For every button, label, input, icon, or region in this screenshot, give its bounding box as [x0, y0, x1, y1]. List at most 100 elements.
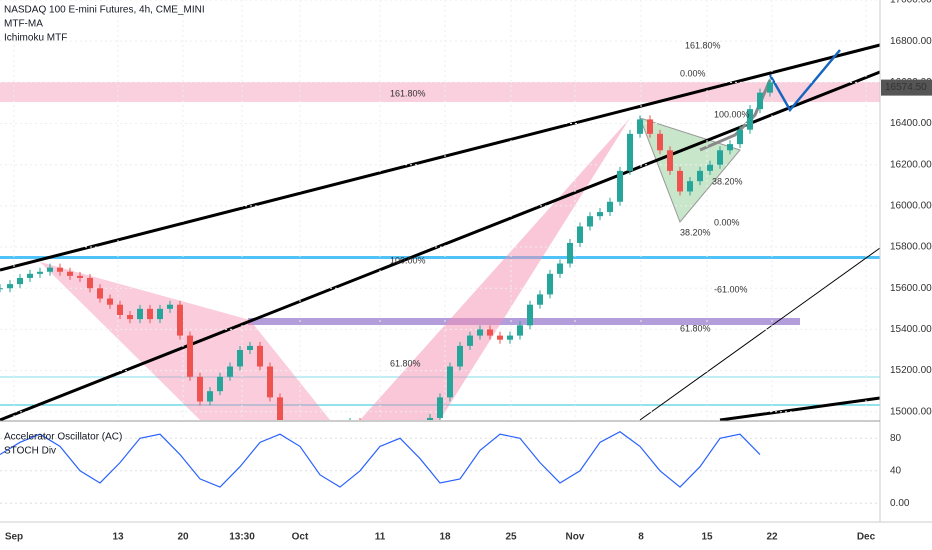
x-tick-label: Nov — [566, 532, 585, 543]
candle — [207, 391, 213, 402]
x-tick-label: 22 — [766, 532, 778, 543]
candle — [657, 133, 663, 151]
candle — [507, 335, 513, 340]
candle — [627, 133, 633, 171]
candle — [447, 366, 453, 398]
y-tick-label: 15000.00 — [890, 406, 932, 417]
candle — [667, 150, 673, 171]
candle — [167, 304, 173, 309]
candle — [197, 376, 203, 402]
candle — [407, 432, 413, 438]
x-tick-label: 13 — [112, 532, 124, 543]
candle — [247, 345, 253, 350]
candle — [607, 201, 613, 213]
candle — [757, 92, 763, 110]
candle — [457, 345, 463, 367]
y-tick-label: 15600.00 — [890, 283, 932, 294]
x-tick-label: 20 — [177, 532, 189, 543]
candle — [97, 288, 103, 299]
candle — [347, 422, 353, 428]
last-price-tag — [881, 79, 932, 96]
y-tick-label: 16400.00 — [890, 118, 932, 129]
fib-label: 100.00% — [714, 109, 750, 119]
candle — [587, 216, 593, 227]
y-tick-label: 0.00 — [890, 498, 910, 509]
candle — [287, 428, 293, 447]
x-tick-label: Dec — [857, 532, 876, 543]
candle — [727, 144, 733, 151]
candle — [367, 439, 373, 447]
candle — [77, 275, 83, 278]
x-tick-label: 25 — [505, 532, 517, 543]
candle — [517, 325, 523, 336]
fib-label: 161.80% — [390, 88, 426, 98]
candle — [177, 304, 183, 336]
candle — [237, 350, 243, 367]
candle — [487, 329, 493, 336]
candle — [687, 181, 693, 192]
candle — [107, 298, 113, 305]
fib-label: 100.00% — [390, 255, 426, 265]
candle — [547, 273, 553, 295]
candle — [267, 366, 273, 398]
candle — [577, 226, 583, 243]
candle — [0, 288, 3, 290]
candle — [127, 315, 133, 320]
candle — [157, 308, 163, 320]
candle — [737, 129, 743, 145]
candle — [707, 164, 713, 171]
candle — [617, 170, 623, 202]
fib-label: 0.00% — [714, 217, 740, 227]
candle — [67, 271, 73, 276]
candle — [567, 242, 573, 264]
y-tick-label: 17000.00 — [890, 0, 932, 6]
candle — [417, 428, 423, 432]
price-plot — [0, 0, 880, 457]
candle — [277, 397, 283, 420]
candle — [147, 308, 153, 320]
candle — [187, 335, 193, 377]
axes: 15000.00 15200.00 15400.00 15600.00 15800.00… — [5, 0, 932, 543]
candle — [227, 366, 233, 377]
y-tick-label: 15200.00 — [890, 365, 932, 376]
candle — [767, 82, 773, 93]
y-tick-label: 40 — [890, 465, 902, 476]
candle — [497, 335, 503, 340]
fib-label: 0.00% — [680, 68, 706, 78]
x-tick-label: Oct — [292, 532, 309, 543]
fib-label: 38.20% — [712, 176, 743, 186]
candle — [47, 267, 53, 272]
candle — [647, 119, 653, 134]
fib-label: 38.20% — [680, 227, 711, 237]
candle — [697, 170, 703, 182]
candle — [537, 294, 543, 305]
x-tick-label: 13:30 — [229, 532, 255, 543]
zones — [0, 0, 932, 523]
candle — [637, 119, 643, 134]
y-tick-label: 80 — [890, 433, 902, 444]
y-tick-label: 15400.00 — [890, 324, 932, 335]
candle — [327, 439, 333, 447]
y-tick-label: 16200.00 — [890, 159, 932, 170]
candle — [137, 308, 143, 320]
y-tick-label: 15800.00 — [890, 242, 932, 253]
fib-label: 161.80% — [685, 40, 721, 50]
candle — [57, 267, 63, 272]
candle — [387, 447, 393, 453]
candle — [437, 397, 443, 418]
candle — [677, 170, 683, 192]
indicator: MTF-MA — [4, 19, 43, 30]
x-tick-label: 18 — [439, 532, 451, 543]
oscillator-line — [0, 431, 761, 488]
x-tick-label: 8 — [638, 532, 644, 543]
candle — [7, 284, 13, 289]
candle — [217, 376, 223, 392]
candle — [427, 417, 433, 420]
osc-title: Accelerator Oscillator (AC) — [4, 432, 122, 443]
x-tick-label: 11 — [375, 532, 386, 543]
candle — [747, 109, 753, 130]
y-tick-label: 16000.00 — [890, 201, 932, 212]
candle — [557, 263, 563, 274]
fib-label: -61.00% — [714, 284, 748, 294]
candle — [297, 447, 303, 457]
